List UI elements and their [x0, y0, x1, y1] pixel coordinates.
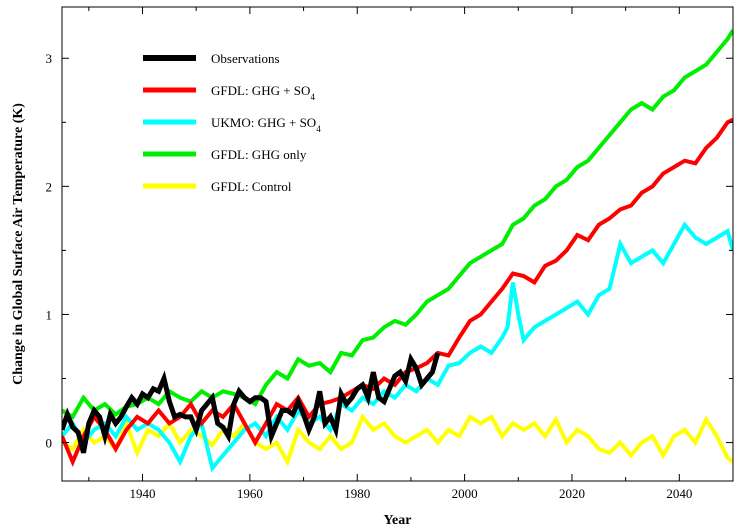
- x-tick-label: 2020: [559, 486, 585, 501]
- legend-label-subscript: 4: [310, 92, 315, 102]
- x-tick-label: 2000: [452, 486, 478, 501]
- y-tick-label: 1: [46, 307, 53, 322]
- series-line-1: [62, 352, 441, 454]
- series-line-4: [62, 29, 733, 420]
- y-axis-title: Change in Global Surface Air Temperature…: [11, 103, 26, 385]
- y-tick-label: 2: [46, 179, 53, 194]
- legend-label: Observations: [211, 51, 280, 66]
- legend-label: UKMO: GHG + SO4: [211, 115, 321, 134]
- y-tick-label: 3: [46, 51, 53, 66]
- legend-label-text: GFDL: GHG + SO: [211, 83, 310, 98]
- series-line-2: [62, 117, 733, 467]
- x-tick-label: 1980: [344, 486, 370, 501]
- y-tick-label: 0: [46, 436, 53, 451]
- x-tick-label: 2040: [666, 486, 692, 501]
- ticks-layer: 1940 1960 1980 2000 2020 2040 0 1 2 3: [46, 7, 734, 501]
- legend-label: GFDL: GHG + SO4: [211, 83, 315, 102]
- series-line-3: [62, 221, 733, 473]
- x-tick-label: 1960: [237, 486, 263, 501]
- plot-frame: [61, 6, 734, 482]
- legend-label-text: UKMO: GHG + SO: [211, 115, 316, 130]
- x-tick-label: 1940: [130, 486, 156, 501]
- series-layer: [62, 29, 733, 473]
- legend-label-text: GFDL: GHG only: [211, 147, 307, 162]
- legend-label: GFDL: GHG only: [211, 147, 307, 162]
- x-axis-title: Year: [384, 513, 412, 528]
- series-line-5: [62, 413, 733, 467]
- legend-label-text: Observations: [211, 51, 280, 66]
- legend-label-text: GFDL: Control: [211, 179, 292, 194]
- legend-label: GFDL: Control: [211, 179, 292, 194]
- legend-label-subscript: 4: [316, 124, 321, 134]
